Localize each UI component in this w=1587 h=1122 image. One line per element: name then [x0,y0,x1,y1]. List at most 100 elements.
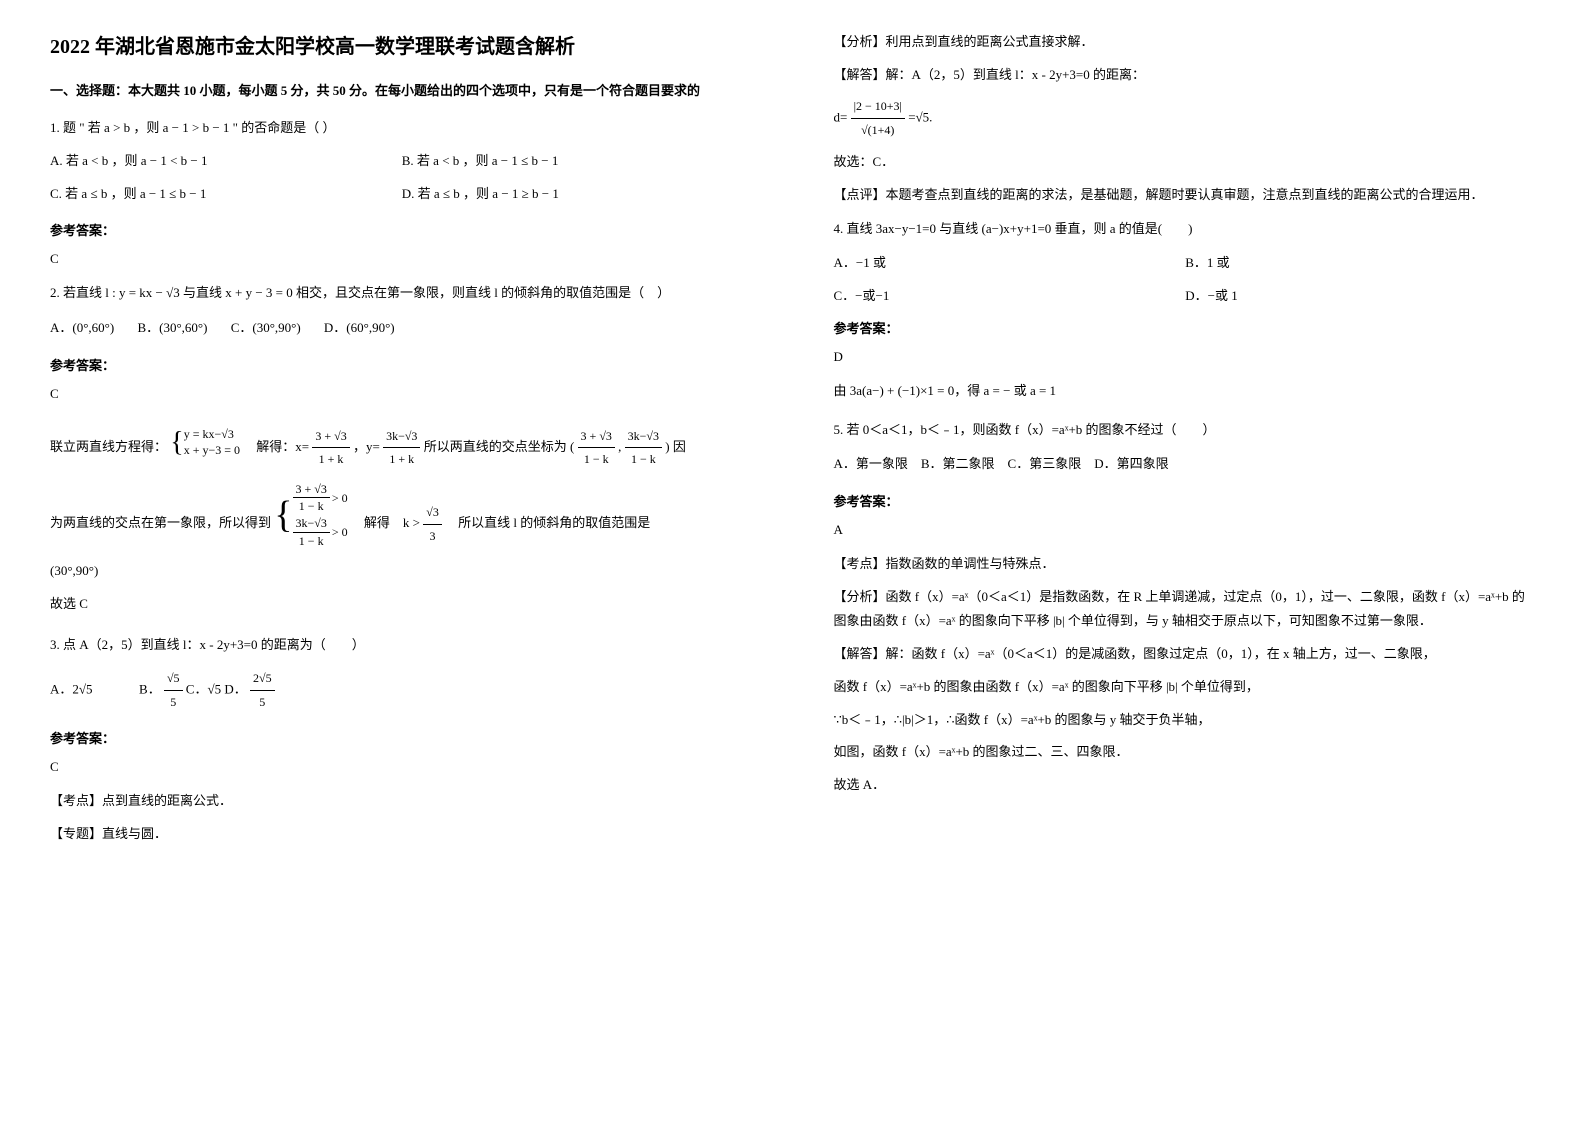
frac-den: 1 + k [312,448,349,471]
paren-right: ) [665,439,669,454]
frac-num: 3k−√3 [383,425,420,449]
q2-comma: ，y= [353,439,380,454]
q2-option-c: C．(30°,90°) [231,320,301,335]
q2-sol2-pre: 为两直线的交点在第一象限，所以得到 [50,515,271,530]
q3-option-d-frac: 2√5 5 [250,667,275,714]
q2-solution-line2: 为两直线的交点在第一象限，所以得到 { 3 + √3 1 − k > 0 3k−… [50,479,754,551]
question-4: 4. 直线 3ax−y−1=0 与直线 (a−)x+y+1=0 垂直，则 a 的… [834,217,1538,242]
q4-answer: D [834,349,1538,365]
q1-answer-label: 参考答案： [50,220,754,239]
frac-num: √3 [423,501,442,525]
frac-den: 5 [164,691,183,714]
q3-option-b-label: B． [139,682,161,697]
right-column: 【分析】利用点到直线的距离公式直接求解． 【解答】解：A（2，5）到直线 l：x… [834,30,1538,854]
left-column: 2022 年湖北省恩施市金太阳学校高一数学理联考试题含解析 一、选择题：本大题共… [50,30,754,854]
q2-brace-ineq: { 3 + √3 1 − k > 0 3k−√3 1 − k [274,479,347,551]
q2-sol1-post: 所以两直线的交点坐标为 [424,439,567,454]
q2-sol4: 故选 C [50,592,754,617]
q1-option-b: B. 若 a < b ，则 a − 1 ≤ b − 1 [402,149,754,174]
q2-brace-system: { y = kx−√3 x + y−3 = 0 [170,416,240,469]
q2-coord-frac1: 3 + √3 1 − k [578,425,615,472]
q1-option-c: C. 若 a ≤ b ，则 a − 1 ≤ b − 1 [50,182,402,207]
question-3: 3. 点 A（2，5）到直线 l：x - 2y+3=0 的距离为（ ） [50,633,754,658]
q4-answer-label: 参考答案： [834,318,1538,337]
frac-den: 1 − k [625,448,662,471]
q3-option-c-d-label: C．√5 D． [186,682,247,697]
q1-answer: C [50,251,754,267]
section-heading: 一、选择题：本大题共 10 小题，每小题 5 分，共 50 分。在每小题给出的四… [50,79,754,102]
q1-option-a: A. 若 a < b ，则 a − 1 < b − 1 [50,149,402,174]
frac-num: 3 + √3 [293,481,330,499]
q3-options: A．2√5 B． √5 5 C．√5 D． 2√5 5 [50,667,754,714]
q3-fenxi: 【分析】利用点到直线的距离公式直接求解． [834,30,1538,55]
q2-option-b: B．(30°,60°) [137,320,207,335]
q5-answer: A [834,522,1538,538]
q1-option-d: D. 若 a ≤ b ，则 a − 1 ≥ b − 1 [402,182,754,207]
q3-option-a: A．2√5 [50,682,93,697]
q3-dianping: 【点评】本题考查点到直线的距离的求法，是基础题，解题时要认真审题，注意点到直线的… [834,183,1538,208]
q2-answer: C [50,386,754,402]
frac-num: 3k−√3 [293,515,330,533]
q2-sol3: (30°,90°) [50,559,754,584]
frac-den: 5 [250,691,275,714]
q2-coord-frac2: 3k−√3 1 − k [625,425,662,472]
q5-answer-label: 参考答案： [834,491,1538,510]
q2-sol1-mid: 解得：x= [243,439,309,454]
q3-guxuan: 故选：C． [834,150,1538,175]
q5-jieda: 【解答】解：函数 f（x）=aˣ（0＜a＜1）的是减函数，图象过定点（0，1），… [834,642,1538,667]
q3-jieda: 【解答】解：A（2，5）到直线 l：x - 2y+3=0 的距离： [834,63,1538,88]
question-5: 5. 若 0＜a＜1，b＜﹣1，则函数 f（x）=aˣ+b 的图象不经过（ ） [834,418,1538,443]
q5-options: A．第一象限 B．第二象限 C．第三象限 D．第四象限 [834,452,1538,477]
q2-answer-label: 参考答案： [50,355,754,374]
frac-num: 2√5 [250,667,275,691]
q2-stem: 2. 若直线 l : y = kx − √3 与直线 x + y − 3 = 0… [50,285,670,300]
coord-sep: , [618,439,621,454]
q4-option-c: C．−或−1 [834,285,1186,304]
q4-solution: 由 3a(a−) + (−1)×1 = 0，得 a = − 或 a = 1 [834,379,1538,404]
frac-num: |2 − 10+3| [851,95,905,119]
d-eq-label: d= [834,110,848,125]
q5-fenxi: 【分析】函数 f（x）=aˣ（0＜a＜1）是指数函数，在 R 上单调递减，过定点… [834,585,1538,634]
question-2: 2. 若直线 l : y = kx − √3 与直线 x + y − 3 = 0… [50,281,754,306]
q2-frac1: 3 + √3 1 + k [312,425,349,472]
q4-option-b: B．1 或 [1185,252,1537,271]
frac-den: 1 − k [293,498,330,515]
q2-kfrac: √3 3 [423,501,442,548]
frac-num: 3k−√3 [625,425,662,449]
paren-left: ( [570,439,574,454]
q3-option-b-frac: √5 5 [164,667,183,714]
frac-num: √5 [164,667,183,691]
ineq: > 0 [332,524,348,541]
q5-jieda2: 函数 f（x）=aˣ+b 的图象由函数 f（x）=aˣ 的图象向下平移 |b| … [834,675,1538,700]
q3-answer: C [50,759,754,775]
q2-sol2-post: 所以直线 l 的倾斜角的取值范围是 [445,515,650,530]
q3-zhuanti: 【专题】直线与圆． [50,822,754,847]
q4-option-d: D．−或 1 [1185,285,1537,304]
frac-den: 3 [423,525,442,548]
q2-solution-line1: 联立两直线方程得： { y = kx−√3 x + y−3 = 0 解得：x= … [50,416,754,471]
q5-jieda3: ∵b＜﹣1，∴|b|＞1，∴函数 f（x）=aˣ+b 的图象与 y 轴交于负半轴… [834,708,1538,733]
q2-sol1-pre: 联立两直线方程得： [50,439,167,454]
q2-frac2: 3k−√3 1 + k [383,425,420,472]
q2-sys-bot: x + y−3 = 0 [184,442,240,459]
q5-jieda4: 如图，函数 f（x）=aˣ+b 的图象过二、三、四象限． [834,740,1538,765]
q4-option-a: A．−1 或 [834,252,1186,271]
q2-sys-top: y = kx−√3 [184,426,240,443]
q2-sol2-mid: 解得 k > [351,515,423,530]
q5-kaodian: 【考点】指数函数的单调性与特殊点． [834,552,1538,577]
frac-den: 1 − k [293,533,330,550]
q3-answer-label: 参考答案： [50,728,754,747]
frac-den: 1 − k [578,448,615,471]
q2-options: A．(0°,60°) B．(30°,60°) C．(30°,90°) D．(60… [50,316,754,341]
q2-option-d: D．(60°,90°) [324,320,395,335]
ineq: > 0 [332,490,348,507]
q2-option-a: A．(0°,60°) [50,320,114,335]
frac-num: 3 + √3 [578,425,615,449]
q2-sol1-tail: 因 [673,439,686,454]
question-1: 1. 题 " 若 a > b ，则 a − 1 > b − 1 " 的否命题是（… [50,116,754,206]
q3-d-frac: |2 − 10+3| √(1+4) [851,95,905,142]
d-val: =√5. [908,110,932,125]
frac-den: √(1+4) [851,119,905,142]
q1-stem: 1. 题 " 若 a > b ，则 a − 1 > b − 1 " 的否命题是（… [50,116,754,141]
frac-den: 1 + k [383,448,420,471]
